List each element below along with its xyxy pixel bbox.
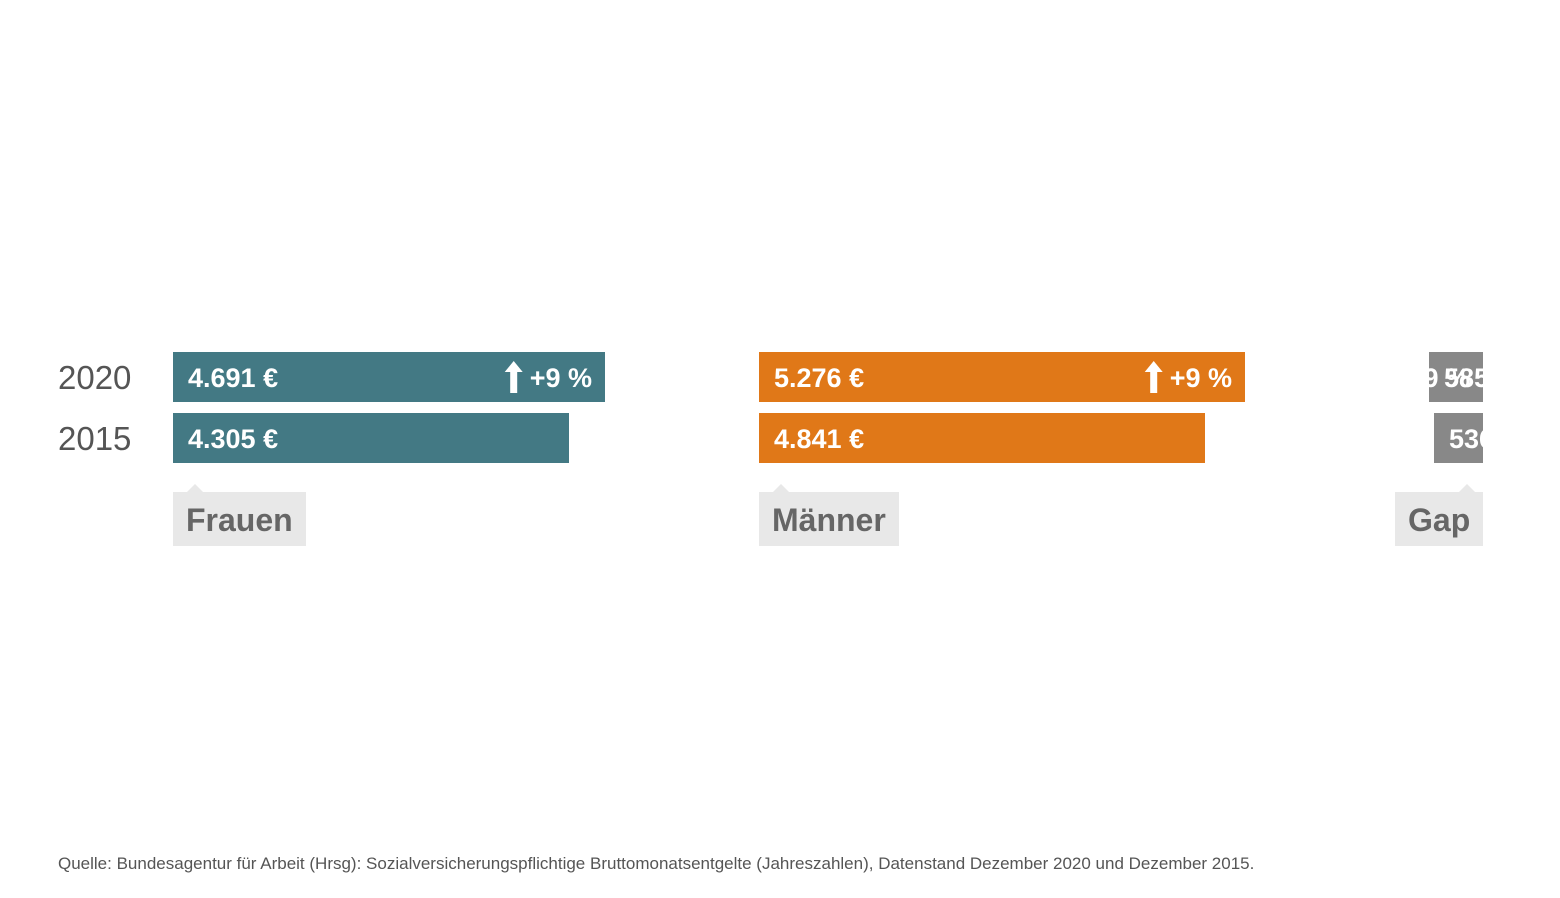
arrow-up-icon-maenner: [1144, 361, 1163, 393]
bar-gap-2015: [1434, 413, 1483, 463]
change-label-frauen: +9 %: [530, 363, 592, 393]
bar-frauen-2015: [173, 413, 569, 463]
bar-frauen-2020: [173, 352, 605, 402]
arrow-up-icon-gap: [1382, 361, 1401, 393]
bar-maenner-2020: [759, 352, 1245, 402]
category-label-box-maenner: [759, 484, 899, 546]
category-label-frauen: Frauen: [186, 502, 293, 538]
year-label-2020: 2020: [58, 359, 131, 396]
value-label-gap-2015: 536 €: [1449, 424, 1517, 454]
source-note: Quelle: Bundesagentur für Arbeit (Hrsg):…: [58, 854, 1255, 873]
value-label-maenner-2015: 4.841 €: [774, 424, 864, 454]
bar-gap-2020: [1429, 352, 1483, 402]
category-label-box-gap: [1395, 484, 1483, 546]
value-label-frauen-2015: 4.305 €: [188, 424, 278, 454]
year-label-2015: 2015: [58, 420, 131, 457]
bar-maenner-2015: [759, 413, 1205, 463]
change-label-maenner: +9 %: [1170, 363, 1232, 393]
value-label-maenner-2020: 5.276 €: [774, 363, 864, 393]
value-label-frauen-2020: 4.691 €: [188, 363, 278, 393]
category-label-box-frauen: [173, 484, 306, 546]
arrow-up-icon-frauen: [504, 361, 523, 393]
value-label-gap-2020: 585 €: [1444, 363, 1512, 393]
category-label-maenner: Männer: [772, 502, 886, 538]
change-label-gap: +9 %: [1408, 363, 1470, 393]
category-label-gap: Gap: [1408, 502, 1470, 538]
